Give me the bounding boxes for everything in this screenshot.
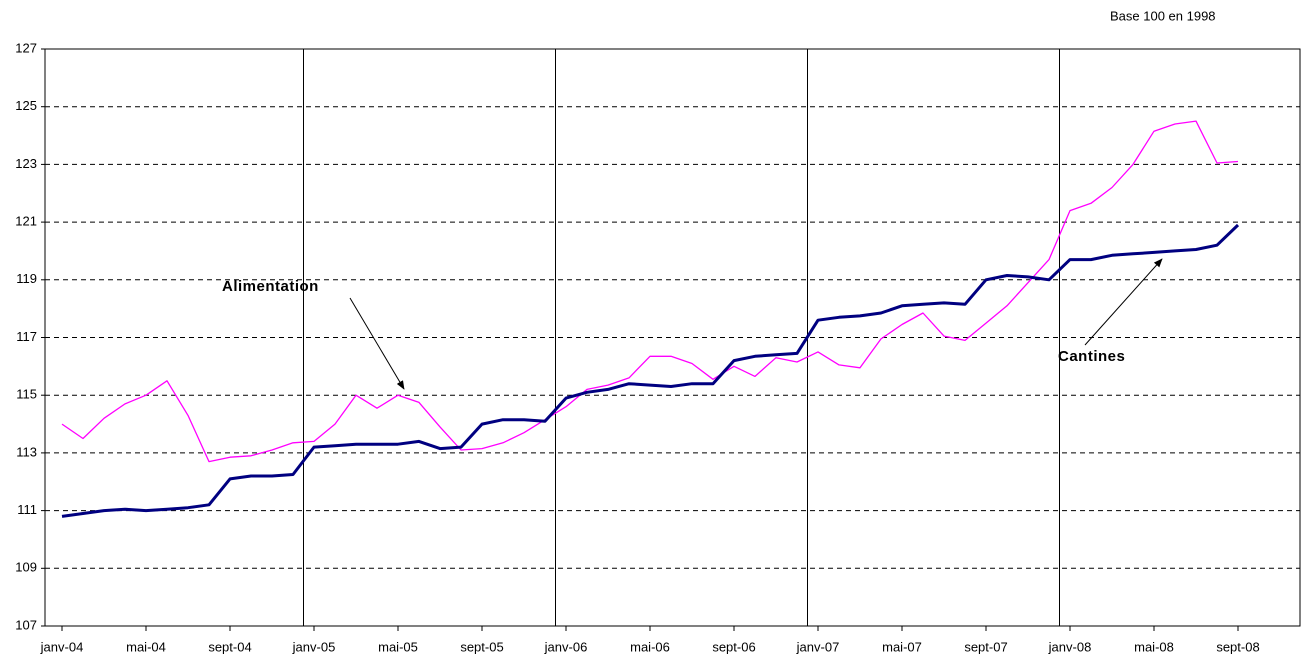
x-tick-label: janv-08 <box>1048 639 1092 654</box>
x-tick-label: mai-05 <box>378 639 418 654</box>
y-tick-label: 119 <box>16 271 37 286</box>
x-tick-label: mai-08 <box>1134 639 1174 654</box>
plot-frame <box>44 48 1301 627</box>
x-tick-label: mai-04 <box>126 639 166 654</box>
x-tick-label: janv-05 <box>292 639 336 654</box>
y-tick-label: 111 <box>17 502 37 517</box>
x-tick-label: mai-07 <box>882 639 922 654</box>
x-tick-label: sept-05 <box>460 639 503 654</box>
x-tick-label: janv-04 <box>40 639 84 654</box>
y-tick-label: 125 <box>15 98 37 113</box>
y-tick-label: 117 <box>16 329 37 344</box>
x-tick-label: sept-04 <box>208 639 251 654</box>
x-tick-label: sept-07 <box>964 639 1007 654</box>
subtitle: Base 100 en 1998 <box>1110 8 1216 23</box>
y-tick-label: 127 <box>15 40 37 55</box>
series-line <box>61 120 1239 463</box>
x-tick-label: mai-06 <box>630 639 670 654</box>
x-tick-label: sept-08 <box>1216 639 1259 654</box>
y-tick-label: 107 <box>15 617 37 632</box>
y-tick-label: 113 <box>16 444 37 459</box>
annotation: Cantines <box>1058 348 1125 365</box>
y-tick-label: 115 <box>16 387 37 402</box>
y-tick-label: 109 <box>15 560 37 575</box>
x-tick-label: janv-06 <box>544 639 588 654</box>
x-tick-label: janv-07 <box>796 639 840 654</box>
arrow <box>349 297 405 390</box>
annotation: Alimentation <box>222 278 319 295</box>
series-line <box>61 223 1240 518</box>
y-tick-label: 121 <box>15 214 37 229</box>
arrow <box>1084 258 1163 346</box>
x-tick-label: sept-06 <box>712 639 755 654</box>
y-tick-label: 123 <box>15 156 37 171</box>
